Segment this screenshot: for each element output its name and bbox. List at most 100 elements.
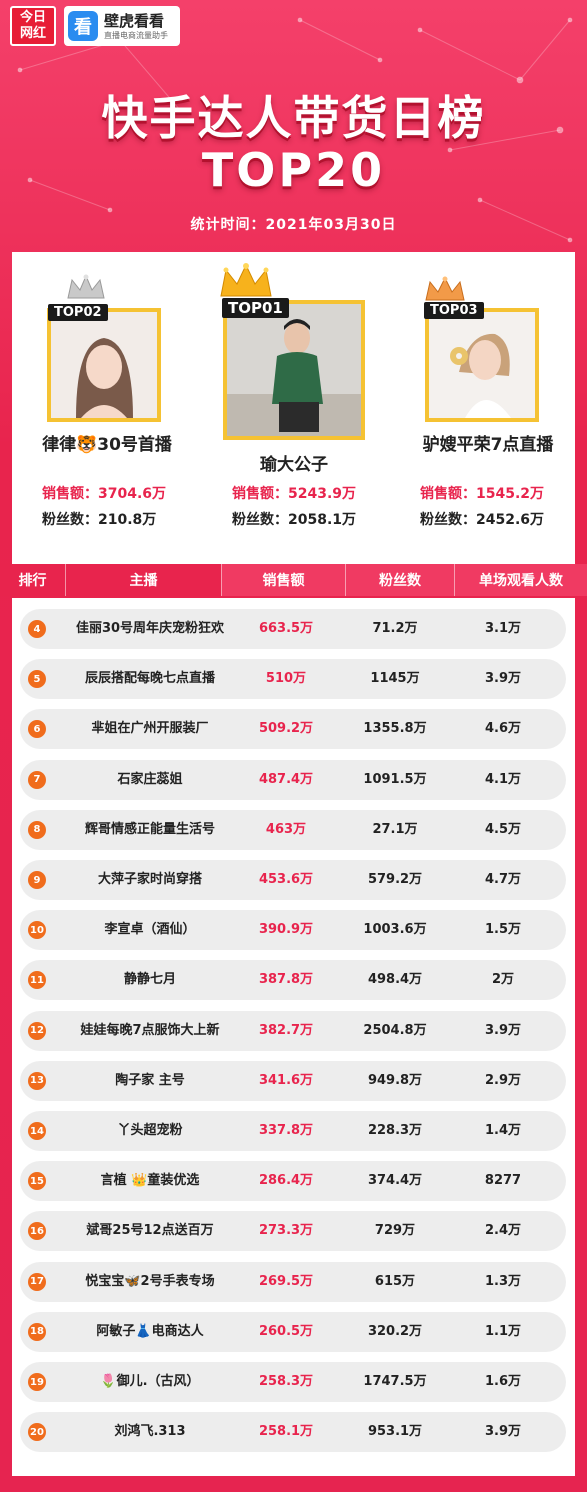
streamer-name: 大萍子家时尚穿搭 xyxy=(97,872,202,887)
views-value: 1.5万 xyxy=(484,922,522,938)
sales-value: 382.7万 xyxy=(258,1022,314,1038)
views-value: 1.3万 xyxy=(484,1273,522,1289)
sales-value: 341.6万 xyxy=(258,1072,314,1088)
top02-tag: TOP02 xyxy=(48,304,108,321)
fans-value: 71.2万 xyxy=(372,621,418,636)
fans-value: 27.1万 xyxy=(372,821,418,837)
streamer-name: 辰辰搭配每晚七点直播 xyxy=(84,671,215,687)
streamer-name: 陶子家 主号 xyxy=(115,1072,185,1088)
streamer-name: 斌哥25号12点送百万 xyxy=(86,1223,214,1239)
fans-value: 1003.6万 xyxy=(363,922,427,938)
sales-value: 663.5万 xyxy=(258,621,314,636)
header-rank: 排行 xyxy=(0,564,66,596)
views-value: 2万 xyxy=(491,972,515,988)
fans-value: 320.2万 xyxy=(367,1323,423,1339)
header-sales: 销售额 xyxy=(221,564,346,596)
sales-value: 337.8万 xyxy=(258,1123,314,1138)
sales-value: 273.3万 xyxy=(258,1223,314,1239)
streamer-name: 佳丽30号周年庆宠粉狂欢 xyxy=(75,621,225,636)
streamer-name: 石家庄蕊姐 xyxy=(117,771,183,787)
views-value: 4.5万 xyxy=(484,821,522,837)
sales-value: 509.2万 xyxy=(258,721,314,737)
rank-badge: 20 xyxy=(28,1423,46,1442)
network-pattern xyxy=(17,17,573,243)
fans-value: 615万 xyxy=(374,1273,416,1289)
streamer-name: 李宣卓（酒仙） xyxy=(104,922,196,938)
rank-badge: 14 xyxy=(28,1122,46,1140)
streamer-name: 娃娃每晚7点服饰大上新 xyxy=(80,1022,220,1038)
views-value: 3.9万 xyxy=(484,1022,522,1038)
table-row: 13 陶子家 主号 341.6万 949.8万 2.9万 xyxy=(20,1060,566,1101)
sales-value: 286.4万 xyxy=(258,1173,314,1189)
views-value: 1.1万 xyxy=(484,1323,522,1339)
table-row: 7 石家庄蕊姐 487.4万 1091.5万 4.1万 xyxy=(20,759,566,800)
views-value: 4.6万 xyxy=(484,721,522,737)
table-row: 16 斌哥25号12点送百万 273.3万 729万 2.4万 xyxy=(20,1211,566,1252)
top01-fans: 粉丝数：2058.1万 xyxy=(232,512,357,528)
table-row: 8 辉哥情感正能量生活号 463万 27.1万 4.5万 xyxy=(20,809,566,850)
table-row: 10 李宣卓（酒仙） 390.9万 1003.6万 1.5万 xyxy=(20,910,566,951)
rank-badge: 5 xyxy=(28,670,46,689)
views-value: 3.9万 xyxy=(484,671,522,687)
bronze-crown-icon xyxy=(425,276,465,301)
rank-badge: 6 xyxy=(28,720,46,739)
sales-value: 463万 xyxy=(265,821,307,837)
streamer-name: 芈姐在广州开服装厂 xyxy=(91,721,209,737)
rank-badge: 15 xyxy=(28,1172,46,1191)
header-views: 单场观看人数 xyxy=(455,564,587,596)
table-row: 5 辰辰搭配每晚七点直播 510万 1145万 3.9万 xyxy=(20,659,566,700)
sales-value: 258.3万 xyxy=(258,1374,314,1389)
table-row: 14 丫头超宠粉 337.8万 228.3万 1.4万 xyxy=(20,1111,566,1151)
header-streamer: 主播 xyxy=(66,564,221,596)
rank-badge: 13 xyxy=(28,1071,46,1090)
rank-badge: 17 xyxy=(28,1272,46,1291)
bihu-icon: 看 xyxy=(68,11,98,41)
rank-badge: 12 xyxy=(28,1021,46,1040)
fans-value: 1145万 xyxy=(370,671,420,687)
sales-value: 487.4万 xyxy=(258,771,314,787)
rank-badge: 7 xyxy=(28,770,46,789)
top03-sales: 销售额：1545.2万 xyxy=(420,486,545,502)
table-row: 17 悦宝宝🦋2号手表专场 269.5万 615万 1.3万 xyxy=(20,1261,566,1302)
bihu-kankan-logo: 看 壁虎看看 直播电商流量助手 xyxy=(64,6,180,46)
fans-value: 1091.5万 xyxy=(363,771,427,787)
views-value: 4.1万 xyxy=(484,771,522,787)
views-value: 1.6万 xyxy=(484,1374,522,1389)
table-row: 20 刘鸿飞.313 258.1万 953.1万 3.9万 xyxy=(20,1412,566,1453)
table-row: 11 静静七月 387.8万 498.4万 2万 xyxy=(20,960,566,1001)
sales-value: 390.9万 xyxy=(258,922,314,938)
views-value: 3.1万 xyxy=(484,621,522,636)
sales-value: 269.5万 xyxy=(258,1273,314,1289)
fans-value: 2504.8万 xyxy=(363,1022,427,1038)
top02-sales: 销售额：3704.6万 xyxy=(42,486,167,502)
table-row: 9 大萍子家时尚穿搭 453.6万 579.2万 4.7万 xyxy=(20,860,566,900)
table-row: 4 佳丽30号周年庆宠粉狂欢 663.5万 71.2万 3.1万 xyxy=(20,609,566,649)
fans-value: 374.4万 xyxy=(367,1173,423,1189)
fans-value: 1355.8万 xyxy=(363,721,427,737)
table-row: 15 言植 👑童装优选 286.4万 374.4万 8277 xyxy=(20,1161,566,1202)
rank-badge: 4 xyxy=(28,620,46,638)
streamer-name: 言植 👑童装优选 xyxy=(100,1173,200,1189)
streamer-name: 悦宝宝🦋2号手表专场 xyxy=(85,1273,215,1289)
sales-value: 258.1万 xyxy=(258,1424,314,1440)
sales-value: 387.8万 xyxy=(258,972,314,988)
table-row: 18 阿敏子👗电商达人 260.5万 320.2万 1.1万 xyxy=(20,1311,566,1352)
sales-value: 453.6万 xyxy=(258,872,314,887)
rank-badge: 18 xyxy=(28,1322,46,1341)
top01-avatar xyxy=(223,300,365,440)
top02-fans: 粉丝数：210.8万 xyxy=(42,512,157,528)
rank-badge: 9 xyxy=(28,871,46,889)
table-header: 排行 主播 销售额 粉丝数 单场观看人数 xyxy=(0,564,587,596)
views-value: 1.4万 xyxy=(484,1123,522,1138)
table-row: 19 🌷御儿.（古风） 258.3万 1747.5万 1.6万 xyxy=(20,1362,566,1402)
views-value: 3.9万 xyxy=(484,1424,522,1440)
rank-badge: 10 xyxy=(28,921,46,940)
streamer-name: 辉哥情感正能量生活号 xyxy=(84,821,215,837)
views-value: 8277 xyxy=(484,1173,522,1189)
jinri-wanghong-logo: 今日 网红 xyxy=(10,6,56,46)
top03-fans: 粉丝数：2452.6万 xyxy=(420,512,545,528)
bihu-slogan: 直播电商流量助手 xyxy=(104,30,168,40)
table-row: 12 娃娃每晚7点服饰大上新 382.7万 2504.8万 3.9万 xyxy=(20,1010,566,1051)
top03-tag: TOP03 xyxy=(424,302,484,319)
streamer-name: 🌷御儿.（古风） xyxy=(100,1374,200,1389)
